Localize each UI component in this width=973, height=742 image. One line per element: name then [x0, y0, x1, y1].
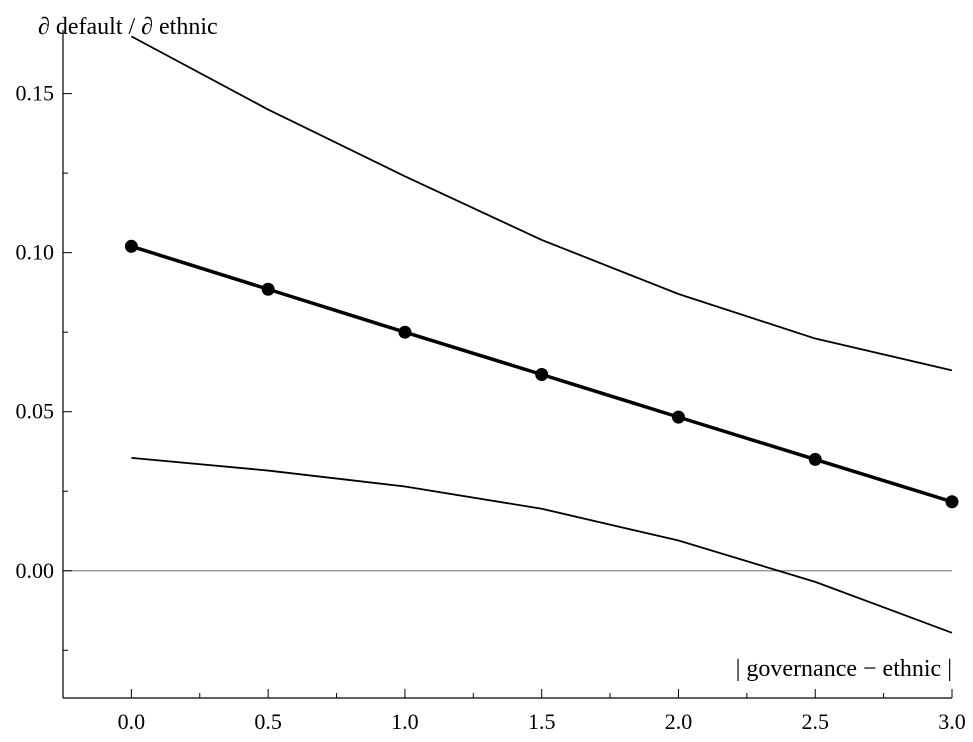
axes — [62, 30, 952, 699]
x-tick-label: 0.0 — [118, 709, 146, 734]
x-tick-label: 2.5 — [801, 709, 829, 734]
series-0-point-4 — [671, 410, 685, 424]
series-0-point-5 — [808, 452, 822, 466]
y-tick-label: 0.15 — [16, 81, 55, 106]
ticks: 0.00 0.05 0.10 0.15 0.0 0.5 1.0 1.5 2.0 2.5 3.0 — [16, 81, 966, 734]
x-tick-label: 1.5 — [528, 709, 556, 734]
series-0-point-3 — [535, 367, 549, 381]
y-tick-label: 0.05 — [16, 399, 55, 424]
y-axis-title: ∂ default / ∂ ethnic — [38, 14, 218, 40]
x-tick-label: 1.0 — [391, 709, 419, 734]
y-tick-label: 0.00 — [16, 558, 55, 583]
y-tick-label: 0.10 — [16, 240, 55, 265]
series-0-point-6 — [945, 495, 959, 509]
x-axis-title: | governance − ethnic | — [736, 656, 952, 682]
series-line-1 — [130, 35, 953, 372]
x-tick-label: 3.0 — [938, 709, 966, 734]
series-line-2 — [131, 456, 953, 634]
x-tick-label: 0.5 — [254, 709, 282, 734]
series-layer — [124, 35, 959, 634]
x-tick-label: 2.0 — [665, 709, 693, 734]
series-0-point-0 — [124, 239, 138, 253]
series-0-point-2 — [398, 325, 412, 339]
series-0-point-1 — [261, 282, 275, 296]
